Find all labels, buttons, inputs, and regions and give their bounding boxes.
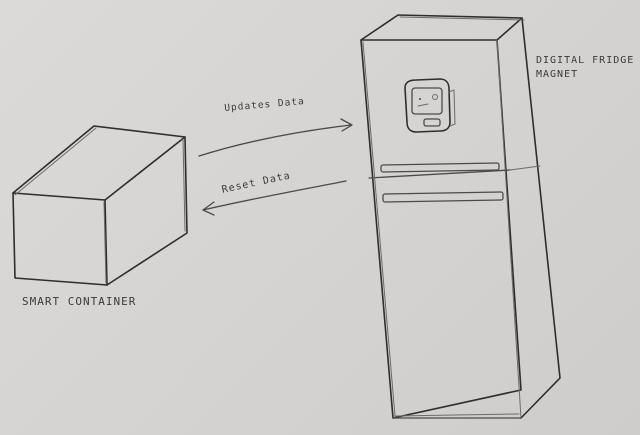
- smart-container-label: SMART CONTAINER: [22, 295, 137, 308]
- updates-data-arrow: [198, 118, 353, 157]
- magnet-label-line2: MAGNET: [536, 69, 579, 80]
- magnet-label-line1: DIGITAL FRIDGE: [536, 55, 635, 66]
- smart-container-box-icon: [12, 125, 188, 286]
- digital-fridge-magnet-label: DIGITAL FRIDGE MAGNET: [536, 54, 634, 82]
- reset-data-arrow: [202, 180, 347, 216]
- digital-fridge-magnet-icon: [404, 78, 456, 133]
- fridge-icon: [360, 14, 561, 419]
